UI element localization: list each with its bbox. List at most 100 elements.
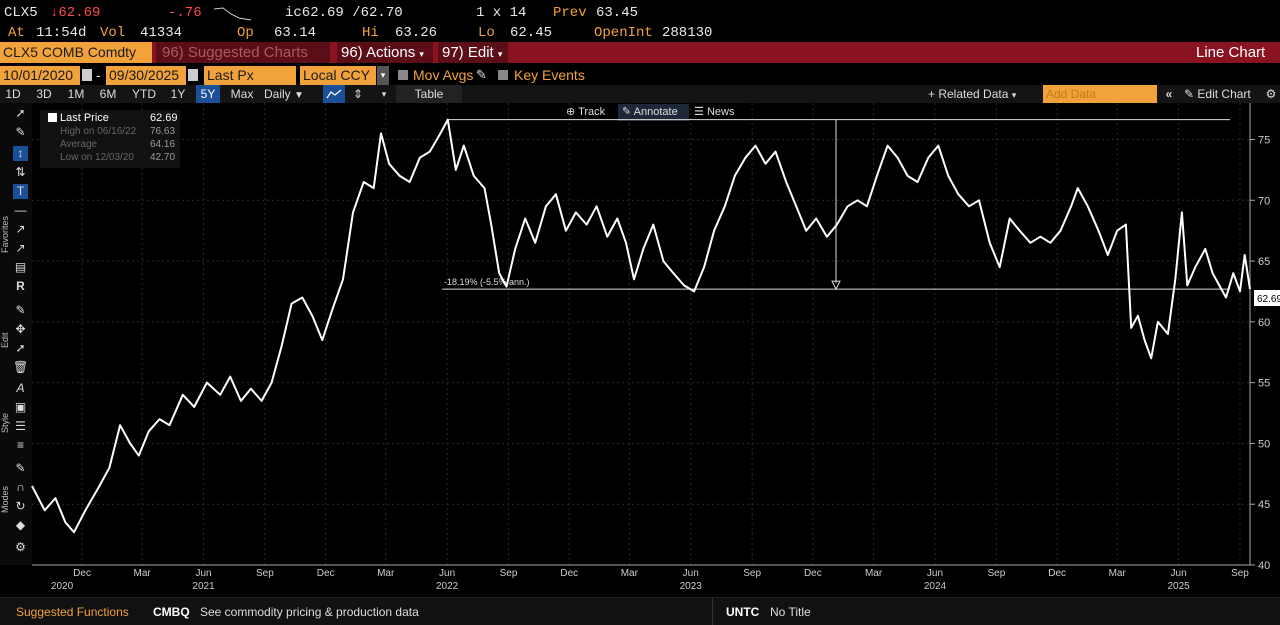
security-field[interactable]: CLX5 COMB Comdty xyxy=(0,42,152,63)
measure-arrow-head xyxy=(831,280,841,291)
horizontal-line-icon[interactable]: — xyxy=(14,203,27,217)
arrow-tool-icon[interactable]: ↗ xyxy=(15,241,26,255)
edit-chart-button[interactable]: ✎ Edit Chart xyxy=(1184,85,1260,103)
frequency-label: Daily xyxy=(264,87,291,101)
legend-low: 42.70 xyxy=(150,152,176,163)
y-tick-label: 65 xyxy=(1258,256,1270,268)
pencil-icon[interactable]: ✎ xyxy=(476,67,487,82)
table-button[interactable]: Table xyxy=(396,85,462,103)
settings-gear-icon[interactable]: ⚙ xyxy=(1265,87,1277,101)
edit-chart-label: Edit Chart xyxy=(1197,87,1251,101)
prev-value: 63.45 xyxy=(596,5,639,21)
font-style-icon[interactable]: A xyxy=(16,381,25,395)
untc-function-code[interactable]: UNTC xyxy=(726,605,760,619)
timeframe-1y[interactable]: 1Y xyxy=(170,87,186,101)
chart-style-chevron-icon[interactable]: ▾ xyxy=(381,89,387,99)
field-selector[interactable]: Last Px xyxy=(204,66,296,85)
move-tool-icon[interactable]: ✥ xyxy=(15,322,26,336)
actions-menu[interactable]: 96) Actions ▾ xyxy=(337,42,433,63)
vol-label: Vol xyxy=(100,25,126,41)
start-date-field[interactable]: 10/01/2020 xyxy=(0,66,80,85)
fill-color-icon[interactable]: ▣ xyxy=(14,400,27,414)
untc-function-desc[interactable]: No Title xyxy=(770,605,811,619)
x-month-label: Sep xyxy=(500,568,518,579)
x-year-label: 2023 xyxy=(680,581,703,592)
cursor-tool-icon[interactable]: ➚ xyxy=(15,341,26,355)
delete-trash-icon[interactable]: 🗑 xyxy=(13,360,29,374)
y-tick-label: 55 xyxy=(1258,378,1270,390)
news-mode-button[interactable]: ☰ News xyxy=(694,104,734,121)
line-style-icon[interactable]: ☰ xyxy=(15,419,26,433)
timeframe-6m[interactable]: 6M xyxy=(99,87,117,101)
frequency-selector[interactable]: Daily ▼ xyxy=(264,85,316,103)
edit-chevron-icon: ▾ xyxy=(497,49,503,59)
chart-style-icon[interactable]: ⇕ xyxy=(352,87,364,101)
timeframe-max[interactable]: Max xyxy=(230,87,254,101)
x-month-label: Dec xyxy=(73,568,91,579)
edit-menu[interactable]: 97) Edit ▾ xyxy=(438,42,508,63)
retracement-tool-icon[interactable]: R xyxy=(16,279,25,293)
measure-tool-icon[interactable]: ⇅ xyxy=(15,165,26,179)
timeframe-5y[interactable]: 5Y xyxy=(196,85,220,103)
currency-chevron-icon[interactable]: ▾ xyxy=(377,66,389,85)
timeframe-1d[interactable]: 1D xyxy=(5,87,21,101)
x-month-label: Mar xyxy=(1109,568,1127,579)
x-month-label: Dec xyxy=(317,568,335,579)
x-year-label: 2025 xyxy=(1167,581,1190,592)
x-month-label: Sep xyxy=(256,568,274,579)
timeframe-ytd[interactable]: YTD xyxy=(132,87,156,101)
key-events-label: Key Events xyxy=(514,67,585,83)
annotate-mode-button[interactable]: ✎ Annotate xyxy=(618,104,689,121)
draw-line-icon[interactable]: ✎ xyxy=(15,125,26,139)
x-year-label: 2024 xyxy=(924,581,947,592)
x-month-label: Dec xyxy=(804,568,822,579)
low-label: Lo xyxy=(478,25,495,41)
sparkline-icon xyxy=(213,7,252,21)
suggested-charts-button[interactable]: 96) Suggested Charts xyxy=(156,42,330,63)
related-data-label: + Related Data xyxy=(928,87,1009,101)
x-month-label: Jun xyxy=(927,568,943,579)
open-value: 63.14 xyxy=(274,25,317,41)
end-date-field[interactable]: 09/30/2025 xyxy=(106,66,186,85)
price-chart[interactable]: Dec Mar Jun Sep Dec Mar Jun Sep Dec Mar Jun Sep Dec M… xyxy=(0,0,1280,597)
tools-settings-gear-icon[interactable]: ⚙ xyxy=(15,540,26,554)
suggested-functions-bar: Suggested Functions CMBQ See commodity p… xyxy=(0,597,1280,625)
track-mode-button[interactable]: ⊕ Track xyxy=(566,104,605,121)
add-data-input[interactable]: Add Data xyxy=(1043,85,1157,103)
brush-tool-icon[interactable]: ✎ xyxy=(15,303,26,317)
cmbq-function-code[interactable]: CMBQ xyxy=(153,605,190,619)
cmbq-function-desc[interactable]: See commodity pricing & production data xyxy=(200,605,419,619)
y-tick-label: 75 xyxy=(1258,134,1270,146)
prev-label: Prev xyxy=(553,5,587,21)
ray-tool-icon[interactable]: ↗ xyxy=(15,222,26,236)
y-tick-label: 70 xyxy=(1258,195,1270,207)
magnet-icon[interactable]: ∩ xyxy=(16,480,25,494)
percent-change-annotation: -18.19% (-5.5% ann.) xyxy=(442,119,1230,291)
refresh-icon[interactable]: ↻ xyxy=(15,499,26,513)
key-events-checkbox[interactable] xyxy=(498,70,508,80)
timeframe-1m[interactable]: 1M xyxy=(67,87,85,101)
line-width-icon[interactable]: ≡ xyxy=(16,438,24,452)
eraser-icon[interactable]: ✎ xyxy=(15,461,26,475)
start-calendar-icon[interactable] xyxy=(82,69,92,81)
text-tool-icon[interactable]: T xyxy=(13,184,28,199)
select-pointer-icon[interactable]: ➚ xyxy=(15,106,26,120)
line-chart-icon[interactable] xyxy=(323,85,345,103)
channel-tool-icon[interactable]: ▤ xyxy=(14,260,27,274)
chart-type-title: Line Chart xyxy=(1196,44,1266,61)
high-label: Hi xyxy=(362,25,379,41)
color-palette-icon[interactable]: ◆ xyxy=(15,518,26,532)
drawing-tools-sidebar: ➚ ✎ ↥ ↕ ⇅ T — ↗ ↗ ▤ R ✎ ✥ ➚ 🗑 A ▣ ☰ ≡ ✎ … xyxy=(0,103,32,565)
legend-swatch[interactable] xyxy=(48,113,57,122)
openint-value: 288130 xyxy=(662,25,713,41)
collapse-icon[interactable]: « xyxy=(1165,87,1173,101)
percent-change-tool-icon[interactable]: ↕ xyxy=(13,146,28,161)
last-price: ↓62.69 xyxy=(50,5,101,21)
x-month-label: Sep xyxy=(987,568,1005,579)
timeframe-3d[interactable]: 3D xyxy=(36,87,52,101)
related-data-menu[interactable]: + Related Data ▾ xyxy=(928,85,1032,103)
currency-selector[interactable]: Local CCY xyxy=(300,66,376,85)
end-calendar-icon[interactable] xyxy=(188,69,198,81)
news-label: News xyxy=(706,106,735,118)
mov-avgs-checkbox[interactable] xyxy=(398,70,408,80)
